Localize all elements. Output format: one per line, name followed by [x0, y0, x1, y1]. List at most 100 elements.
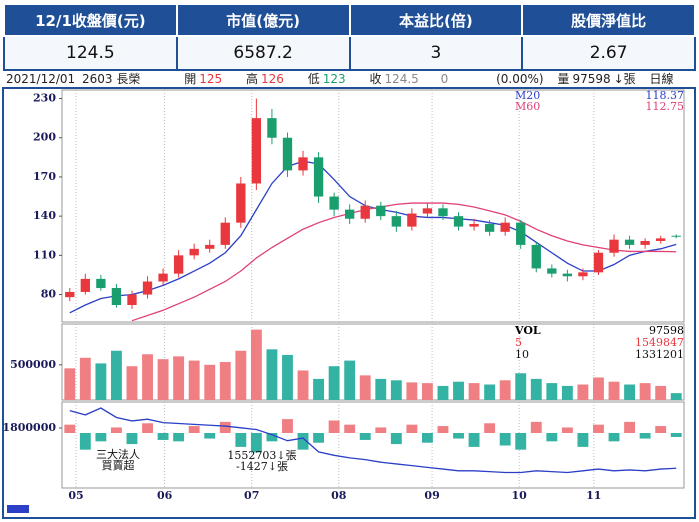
candle-body — [531, 244, 541, 269]
legend-label: 10 — [515, 348, 529, 361]
bar — [546, 383, 558, 400]
candle-body — [484, 223, 495, 232]
bar — [437, 426, 449, 433]
bar — [142, 354, 153, 400]
bar — [64, 368, 76, 400]
bar — [577, 384, 589, 400]
bar — [297, 433, 309, 450]
bar — [406, 424, 418, 433]
bar — [266, 433, 278, 442]
bar — [359, 433, 371, 440]
cell-value: 124.5 — [3, 35, 178, 71]
change: 0 — [440, 72, 449, 86]
date: 2021/12/01 — [6, 72, 76, 86]
column-header: 本益比(倍) — [348, 3, 524, 37]
candle-body — [500, 222, 510, 232]
bar — [110, 427, 122, 433]
candle-body — [313, 157, 324, 197]
bar — [95, 433, 107, 442]
low: 123 — [322, 72, 346, 86]
panel — [61, 89, 685, 323]
x-tick-label: 09 — [424, 489, 439, 502]
cell-value: 6587.2 — [175, 35, 351, 71]
candle-body — [391, 216, 401, 227]
bar — [453, 381, 464, 400]
candle-body — [282, 137, 293, 171]
candle-body — [329, 196, 339, 210]
y-tick-label: 200 — [33, 131, 56, 144]
bar — [359, 375, 371, 400]
x-tick-label: 11 — [586, 489, 601, 502]
bar — [250, 433, 262, 453]
bar — [64, 424, 76, 433]
label: 收 — [369, 72, 382, 86]
bar — [484, 384, 496, 400]
legend-label: VOL — [514, 324, 541, 337]
panel — [61, 323, 685, 401]
bar — [173, 356, 185, 400]
bar — [219, 421, 231, 433]
candle-body — [547, 268, 557, 274]
candle-body — [609, 239, 619, 253]
bar — [608, 381, 620, 400]
bar — [188, 426, 200, 433]
x-tick-label: 05 — [68, 489, 83, 502]
bar — [204, 433, 216, 439]
bar — [328, 420, 340, 433]
line — [69, 407, 677, 474]
bar — [593, 377, 604, 400]
bar — [173, 433, 185, 442]
candle-body — [298, 157, 308, 171]
annotation: 買賣超 — [102, 458, 135, 472]
bar — [437, 385, 449, 400]
bar — [375, 378, 387, 400]
candle-body — [438, 208, 448, 217]
candle-body — [671, 235, 681, 237]
candle-body — [65, 291, 75, 298]
legend-label: M20 — [515, 89, 540, 102]
bar — [546, 433, 558, 442]
bar — [515, 433, 527, 450]
bar — [624, 384, 636, 400]
period: 日線 — [649, 72, 674, 86]
candle-body — [220, 222, 230, 245]
candle-body — [158, 273, 168, 282]
label: 低 — [307, 72, 320, 86]
candle-body — [251, 118, 262, 184]
bar — [655, 426, 667, 433]
candle-body — [422, 208, 433, 214]
stock: 2603 長榮 — [82, 72, 141, 86]
bar — [375, 427, 387, 433]
bar — [499, 433, 511, 446]
bar — [655, 385, 667, 400]
bar — [313, 378, 325, 400]
bar — [266, 349, 278, 400]
legend-value: 112.75 — [646, 100, 685, 113]
candle-body — [236, 183, 246, 223]
column-header: 市值(億元) — [175, 3, 351, 37]
legend-label: 5 — [515, 336, 522, 349]
candle-body — [562, 273, 573, 277]
y-tick-label: 230 — [33, 92, 56, 105]
bar — [499, 380, 511, 400]
x-tick-label: 08 — [331, 489, 347, 502]
logo — [7, 505, 29, 513]
candle-body — [624, 239, 635, 245]
candle-body — [80, 278, 90, 292]
candle-body — [640, 240, 650, 245]
y-tick-label: 1800000 — [2, 421, 56, 434]
bar — [670, 433, 682, 437]
bar — [313, 433, 325, 443]
bar — [390, 380, 402, 400]
legend-value: 1549847 — [635, 336, 684, 349]
line — [131, 202, 677, 322]
annotation: -1427↓張 — [236, 460, 288, 473]
candle-body — [376, 205, 386, 217]
bar — [390, 433, 402, 445]
x-tick-label: 10 — [512, 489, 528, 502]
bar — [530, 378, 542, 400]
volume: 97598 — [572, 72, 611, 86]
bar — [235, 350, 247, 400]
bar — [95, 363, 107, 400]
